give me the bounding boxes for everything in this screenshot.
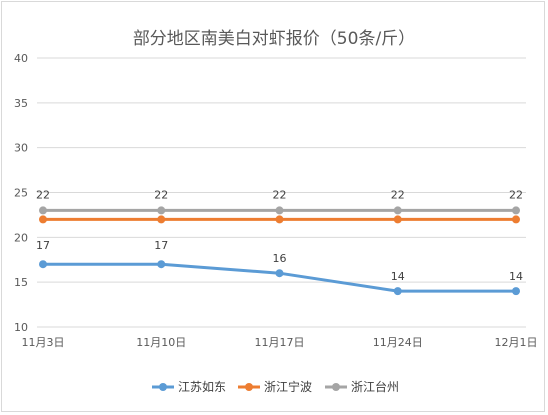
legend-label-0: 江苏如东 [178,379,226,394]
series-0-point-4 [512,287,520,296]
y-axis: 10 15 20 25 30 35 40 [14,52,28,334]
data-label-2-3: 22 [391,188,405,201]
series-0-point-0 [39,260,47,269]
legend-label-2: 浙江台州 [351,379,399,394]
data-label-0-4: 14 [509,270,523,283]
series-1-point-2 [275,215,284,224]
x-tick-label-0: 11月3日 [22,336,65,349]
legend-item-2: 浙江台州 [325,379,399,394]
series-0-point-2 [275,269,284,278]
series-2-point-3 [393,206,402,215]
legend-item-0: 江苏如东 [152,379,226,394]
series-2-point-1 [157,206,166,215]
series-2-point-0 [39,206,47,215]
legend-marker-0 [159,383,167,391]
data-label-2-2: 22 [273,188,287,201]
legend-label-1: 浙江宁波 [264,379,312,394]
gridlines [37,57,526,328]
series-2-point-2 [275,206,284,215]
y-tick-label-15: 15 [14,276,28,289]
data-label-0-1: 17 [154,239,168,252]
y-tick-label-40: 40 [14,52,28,65]
series-0: 17 17 16 14 14 [36,239,523,296]
x-axis: 11月3日 11月10日 11月17日 11月24日 12月1日 [22,336,538,349]
data-label-0-3: 14 [391,270,405,283]
y-tick-label-25: 25 [14,187,28,200]
data-label-0-2: 16 [273,252,287,265]
x-tick-label-3: 11月24日 [373,336,423,349]
data-label-0-0: 17 [36,239,50,252]
series-1 [39,215,520,224]
y-tick-label-20: 20 [14,231,28,244]
data-label-2-4: 22 [509,188,523,201]
x-tick-label-1: 11月10日 [136,336,186,349]
legend: 江苏如东 浙江宁波 浙江台州 [152,379,399,394]
series-0-point-3 [393,287,402,296]
series-1-point-4 [512,215,520,224]
series-1-point-1 [157,215,166,224]
legend-marker-1 [245,383,253,391]
series-group: 17 17 16 14 14 22 22 22 22 22 [36,188,523,296]
chart-title: 部分地区南美白对虾报价（50条/斤） [133,29,415,49]
series-0-point-1 [157,260,166,269]
y-tick-label-10: 10 [14,321,28,334]
legend-item-1: 浙江宁波 [238,379,312,394]
series-2: 22 22 22 22 22 [36,188,523,215]
x-tick-label-4: 12月1日 [495,336,538,349]
series-line-0 [43,262,516,293]
data-label-2-0: 22 [36,188,50,201]
y-tick-label-30: 30 [14,142,28,155]
x-tick-label-2: 11月17日 [255,336,305,349]
series-2-point-4 [512,206,520,215]
series-1-point-3 [393,215,402,224]
series-1-point-0 [39,215,47,224]
data-label-2-1: 22 [154,188,168,201]
y-tick-label-35: 35 [14,97,28,110]
legend-marker-2 [332,383,340,391]
